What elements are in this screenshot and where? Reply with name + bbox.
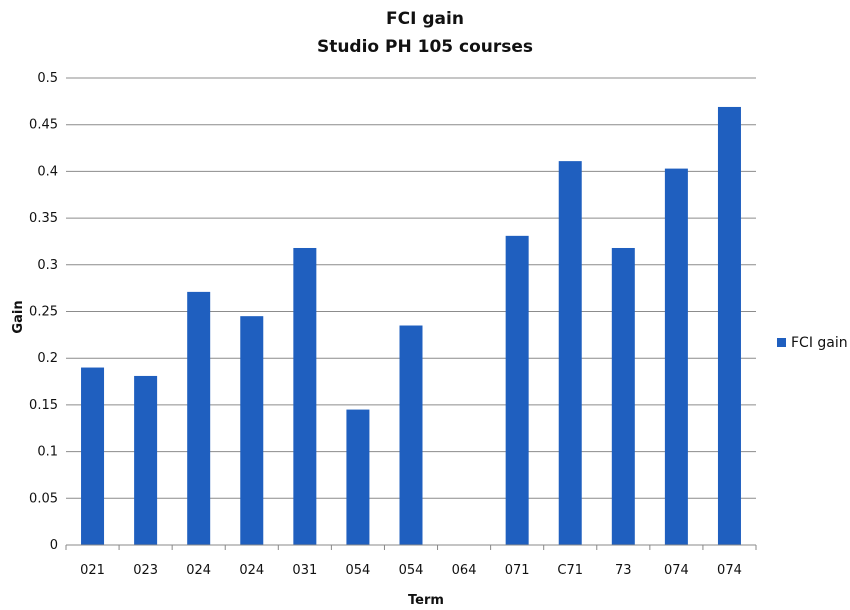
y-tick-label: 0.2 <box>37 351 58 366</box>
x-tick-label: 024 <box>239 563 264 578</box>
y-tick-label: 0.45 <box>29 118 58 133</box>
x-tick-label: 054 <box>399 563 424 578</box>
x-tick-label: 071 <box>505 563 530 578</box>
bar <box>664 168 688 545</box>
bars <box>81 106 741 545</box>
gridlines <box>66 77 756 499</box>
y-tick-label: 0.15 <box>29 398 58 413</box>
x-tick-label: 074 <box>664 563 689 578</box>
x-tick-label: 73 <box>615 563 632 578</box>
y-tick-label: 0.35 <box>29 211 58 226</box>
x-tick-label: 021 <box>80 563 105 578</box>
legend-label: FCI gain <box>791 335 848 351</box>
chart-title: FCI gain <box>386 9 464 29</box>
bar <box>399 325 423 545</box>
x-tick-label: 054 <box>346 563 371 578</box>
x-tick-label: 064 <box>452 563 477 578</box>
y-tick-label: 0.4 <box>37 164 58 179</box>
x-tick-label: 023 <box>133 563 158 578</box>
bar <box>134 375 158 545</box>
legend: FCI gain <box>777 335 848 351</box>
bar <box>611 247 635 545</box>
x-axis-title: Term <box>408 593 444 608</box>
y-tick-label: 0.05 <box>29 491 58 506</box>
bar <box>240 316 264 545</box>
y-axis-title: Gain <box>11 300 26 333</box>
x-tick-label: 074 <box>717 563 742 578</box>
bar <box>81 367 105 545</box>
bar <box>346 409 370 545</box>
bar <box>505 235 529 545</box>
y-tick-label: 0.5 <box>37 71 58 86</box>
x-tick-label: 024 <box>186 563 211 578</box>
legend-swatch <box>777 338 786 347</box>
y-tick-label: 0 <box>50 538 58 553</box>
y-tick-label: 0.25 <box>29 305 58 320</box>
x-axis-ticks: 021 023 024 024 031 054 054 064 071 C71 73 074 074 <box>65 545 757 578</box>
bar <box>187 291 211 545</box>
bar <box>293 247 317 545</box>
bar <box>558 161 582 545</box>
x-tick-label: 031 <box>292 563 317 578</box>
chart-subtitle: Studio PH 105 courses <box>317 37 533 57</box>
x-tick-label: C71 <box>557 563 583 578</box>
y-tick-label: 0.3 <box>37 258 58 273</box>
y-axis-ticks: 0 0.05 0.1 0.15 0.2 0.25 0.3 0.35 0.4 0.45 0.5 <box>29 71 58 553</box>
bar <box>717 106 741 545</box>
y-tick-label: 0.1 <box>37 445 58 460</box>
